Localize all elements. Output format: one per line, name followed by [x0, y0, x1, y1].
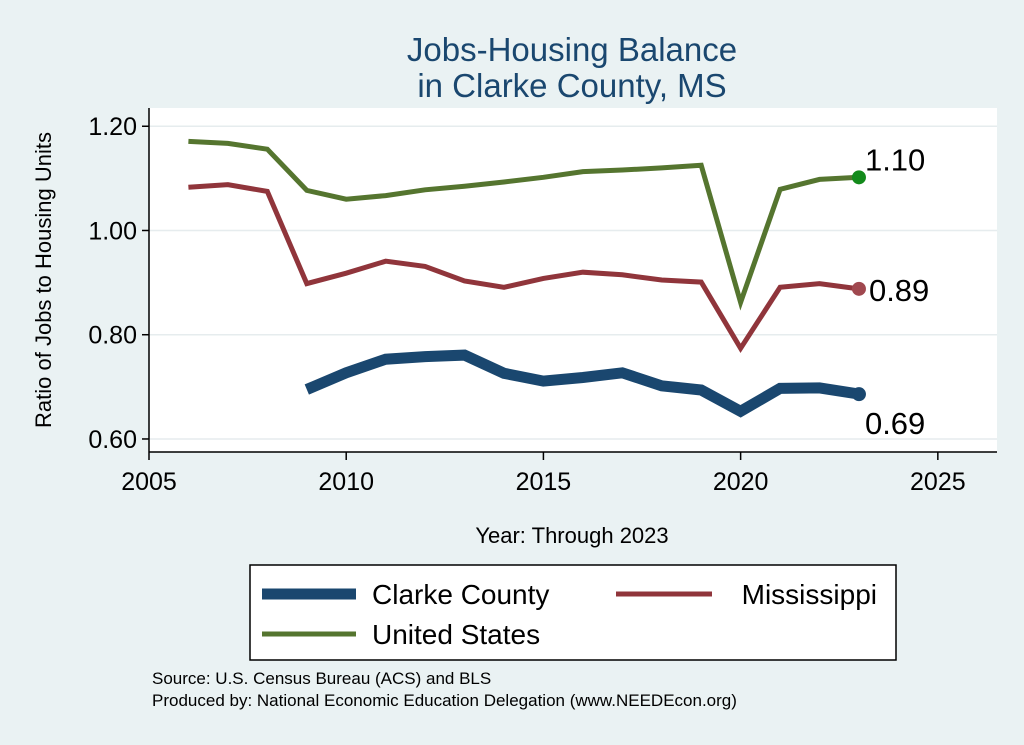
x-tick-label: 2005: [121, 468, 177, 496]
y-ticks: 0.60 0.80 1.00 1.20: [88, 113, 149, 454]
end-point-mississippi: [851, 281, 866, 296]
y-axis-label: Ratio of Jobs to Housing Units: [31, 132, 56, 428]
end-point-united-states: [851, 170, 866, 185]
produced-by-note: Produced by: National Economic Education…: [152, 691, 737, 710]
x-tick-label: 2025: [910, 468, 966, 496]
source-note: Source: U.S. Census Bureau (ACS) and BLS: [152, 669, 491, 688]
y-tick-label: 0.80: [88, 322, 137, 350]
x-ticks: 2005 2010 2015 2020 2025: [121, 452, 966, 496]
series-line-mississippi: [188, 182, 860, 354]
legend-label-mississippi: Mississippi: [742, 579, 877, 610]
legend: Clarke County Mississippi United States: [262, 579, 877, 650]
chart-title-line-1: Jobs-Housing Balance: [407, 31, 737, 68]
x-tick-label: 2020: [713, 468, 769, 496]
series-line-united-states: [188, 138, 860, 311]
end-label-clarke-county: 0.69: [865, 406, 925, 441]
series-layer: 0.69 0.89 1.10: [188, 138, 929, 441]
x-tick-label: 2015: [516, 468, 572, 496]
y-tick-label: 0.60: [88, 426, 137, 454]
series-line-clarke-county: [304, 349, 860, 418]
legend-label-clarke-county: Clarke County: [372, 579, 549, 610]
chart-title-line-2: in Clarke County, MS: [417, 67, 726, 104]
x-axis-label: Year: Through 2023: [475, 523, 668, 548]
end-label-united-states: 1.10: [865, 142, 925, 177]
x-tick-label: 2010: [318, 468, 374, 496]
grid-lines: [149, 125, 997, 440]
end-label-mississippi: 0.89: [869, 273, 929, 308]
end-point-clarke-county: [851, 387, 866, 402]
legend-box: [249, 564, 897, 661]
y-tick-label: 1.20: [88, 113, 137, 141]
y-tick-label: 1.00: [88, 217, 137, 245]
legend-label-united-states: United States: [372, 619, 540, 650]
